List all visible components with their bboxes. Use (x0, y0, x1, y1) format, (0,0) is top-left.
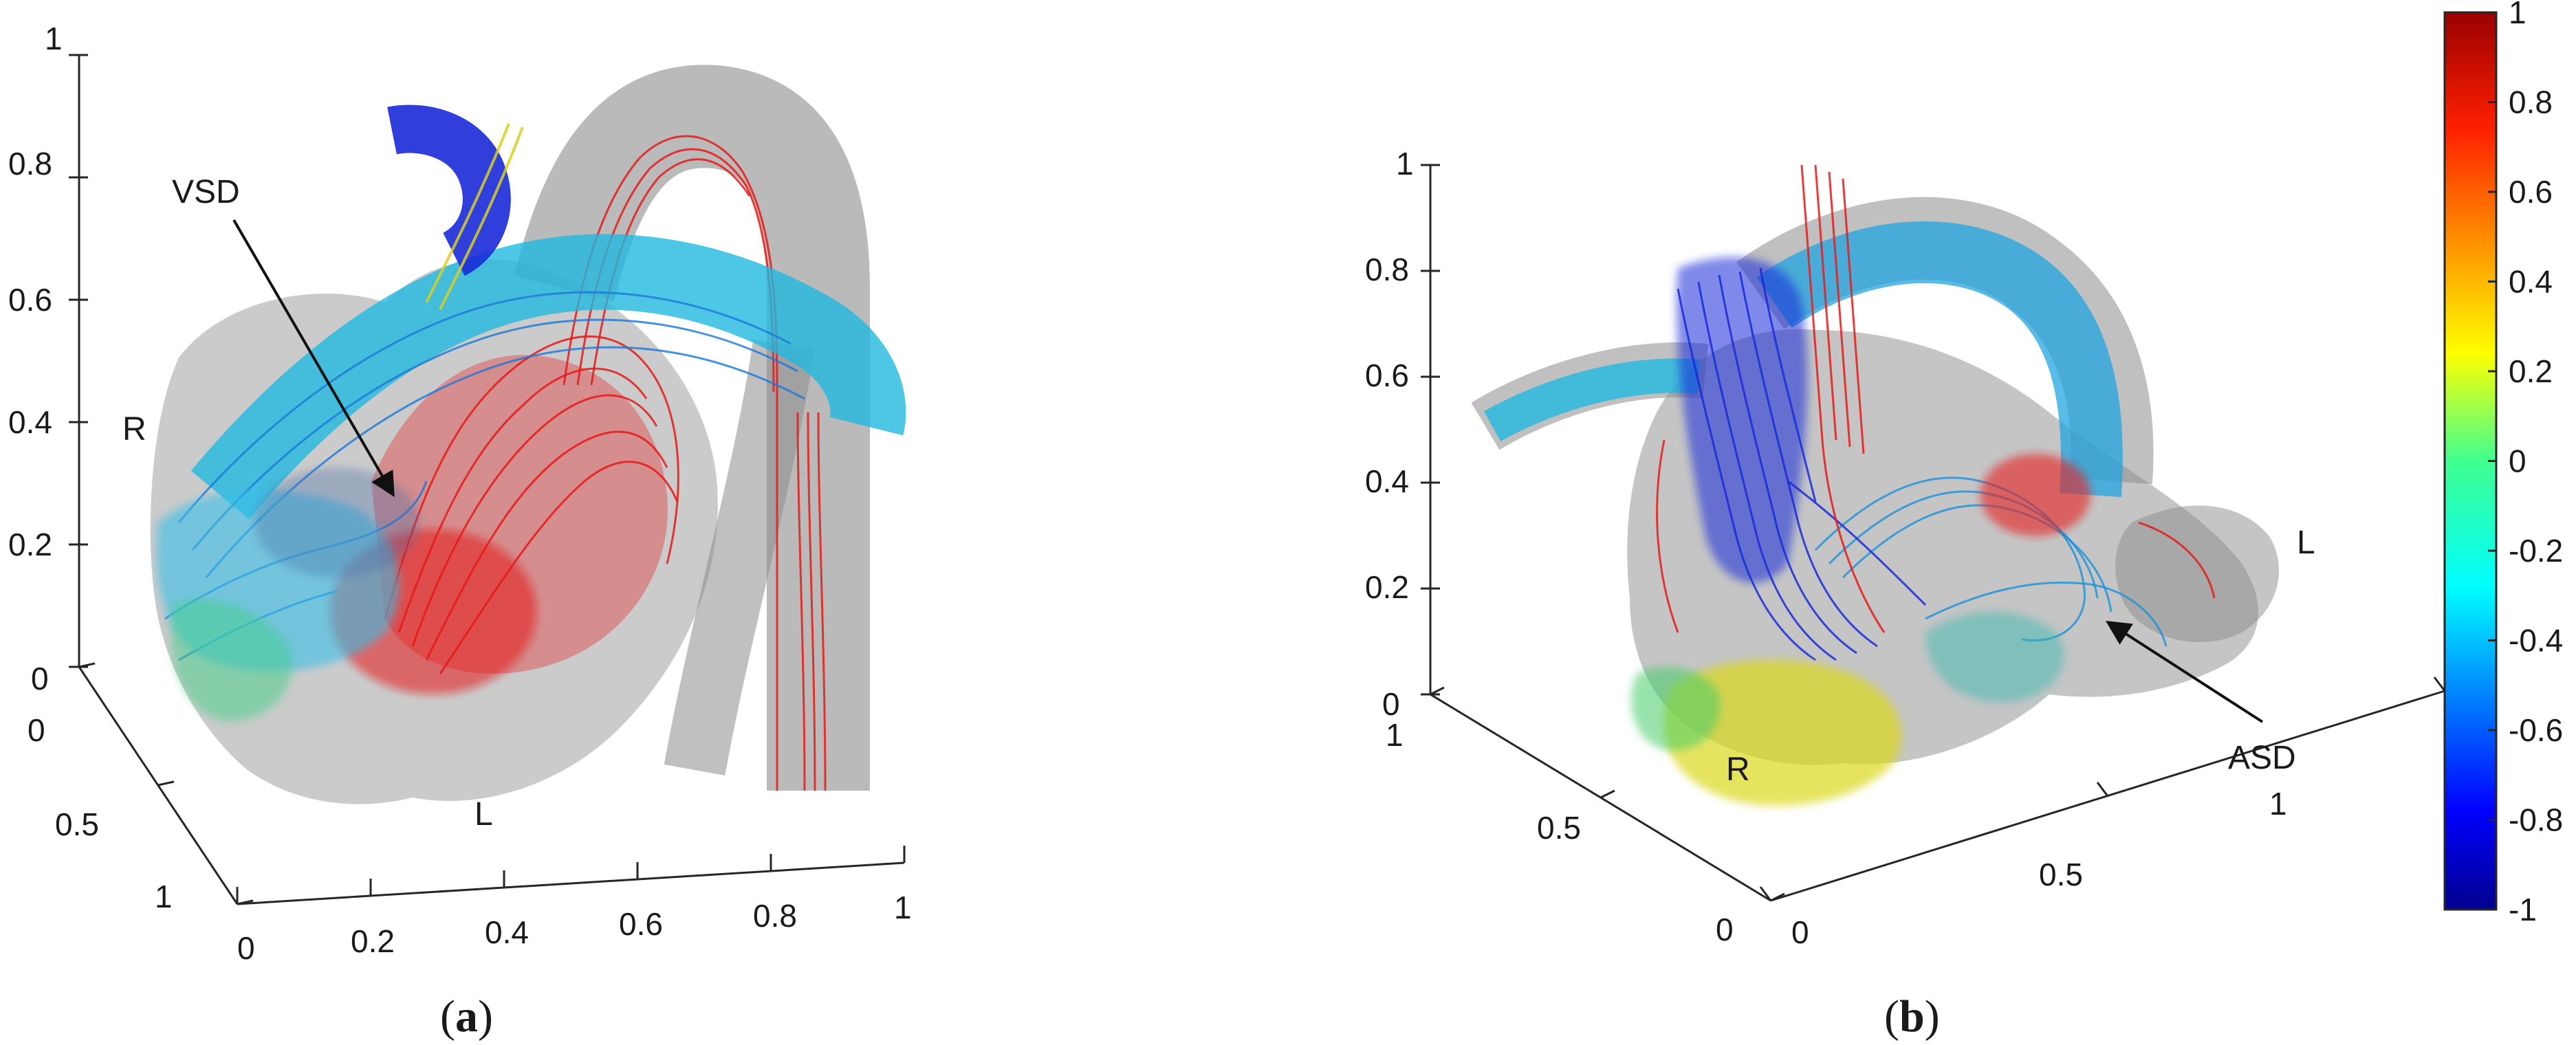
panel-b-z-tickmarks (1421, 164, 1440, 696)
panel-b-blue-svc (1677, 257, 1808, 583)
panel-a-heart-render (150, 65, 906, 804)
colorbar-tick-label: 0.2 (2509, 353, 2553, 389)
panel-a-x-tick: 0 (237, 930, 255, 966)
panel-a-label: (a) (440, 991, 493, 1042)
panel-b-x-tick: 0.5 (2039, 857, 2083, 892)
panel-a-z-tick: 0.8 (8, 146, 52, 182)
panel-b-left-lobe (2115, 505, 2280, 643)
panel-a-right-label: R (122, 411, 146, 448)
colorbar-tick-label: -0.6 (2509, 712, 2563, 748)
colorbar-ticks: 1 0.8 0.6 0.4 0.2 0 -0.2 -0.4 -0.6 -0.8 -1 (2488, 0, 2563, 927)
panel-a-z-tick: 1 (45, 21, 63, 56)
panel-a-z-tickmarks (69, 54, 88, 668)
panel-a-vsd-arrow (232, 219, 395, 498)
panel-a-y-tick: 1 (155, 879, 173, 914)
panel-b-yellow-ivc (1663, 660, 1902, 806)
colorbar-tick-label: 1 (2509, 0, 2526, 30)
panel-b-y-tick: 1 (1386, 717, 1404, 753)
panel-b-left-label: L (2297, 525, 2315, 561)
panel-b-cyan-arch-band (1756, 221, 2123, 497)
colorbar-tick-label: 0.6 (2509, 174, 2553, 210)
panel-a-aortic-arch (514, 65, 870, 791)
panel-b-label: (b) (1884, 991, 1940, 1042)
panel-a-vsd-label: VSD (172, 174, 240, 210)
panel-b-z-tick: 1 (1396, 146, 1414, 182)
panel-a-x-tick: 0.4 (485, 914, 529, 950)
panel-a-blue-vessel (387, 104, 511, 276)
colorbar-tick-label: 0 (2509, 443, 2526, 479)
panel-a-x-tick: 1 (894, 890, 912, 925)
colorbar-tick-label: -0.4 (2509, 623, 2563, 659)
colorbar-tick-label: -0.2 (2509, 533, 2563, 569)
panel-b-z-tick: 0.6 (1365, 358, 1409, 393)
panel-a-z-tick: 0.6 (8, 282, 52, 318)
panel-b: 0 0.2 0.4 0.6 0.8 1 1 0.5 0 0 0.5 1 (1365, 146, 2446, 1042)
panel-a-z-tick: 0 (31, 661, 49, 696)
panel-b-y-axis (1430, 693, 1771, 902)
panel-b-z-tick: 0.2 (1365, 569, 1409, 605)
colorbar-tick-label: -0.8 (2509, 802, 2563, 838)
panel-b-asd-arrow (2105, 621, 2264, 723)
colorbar-tick-label: 0.8 (2509, 85, 2553, 120)
colorbar-gradient (2443, 11, 2498, 911)
panel-b-asd-label: ASD (2228, 740, 2296, 776)
panel-a-x-tick: 0.2 (351, 923, 395, 959)
panel-a-x-axis (237, 861, 905, 905)
panel-a-left-label: L (474, 796, 493, 833)
panel-a-z-tick: 0.2 (8, 527, 52, 562)
panel-b-green-ivc (1631, 667, 1721, 751)
panel-b-axes (1421, 164, 2446, 902)
panel-a: 0 0.2 0.4 0.6 0.8 1 0 0.5 1 0 0.2 0.4 0.… (8, 21, 912, 1042)
panel-b-teal-atrium (1925, 612, 2064, 703)
panel-b-right-label: R (1726, 751, 1750, 788)
panel-b-x-tickmarks (1759, 676, 2446, 901)
panel-a-green-region (171, 600, 293, 722)
panel-a-descending-aorta (664, 339, 815, 776)
panel-b-x-tick: 1 (2269, 786, 2287, 822)
panel-b-z-tick: 0 (1382, 686, 1400, 722)
panel-a-x-tickmarks (236, 846, 906, 904)
panel-b-heart-render (1471, 164, 2280, 806)
colorbar-tick-label: -1 (2509, 892, 2537, 927)
colorbar-tick-label: 0.4 (2509, 264, 2553, 300)
panel-b-y-tick: 0 (1716, 912, 1734, 947)
panel-a-z-tick: 0.4 (8, 404, 52, 440)
panel-a-pulmonary-band (190, 234, 906, 520)
panel-a-yellow-streamlines (425, 123, 524, 310)
panel-b-z-tick: 0.8 (1365, 252, 1409, 287)
panel-b-cyan-left-band (1483, 358, 1701, 441)
panel-a-y-axis (78, 666, 239, 905)
panel-b-red-la-vortex (1980, 454, 2091, 536)
panel-a-y-tickmarks (78, 662, 254, 905)
panel-a-red-sheet (371, 355, 668, 674)
panel-a-mid-shading (254, 468, 419, 578)
panel-b-z-tick: 0.4 (1365, 463, 1409, 499)
panel-a-y-tick: 0 (28, 712, 45, 748)
panel-a-y-tick: 0.5 (55, 806, 99, 842)
panel-b-y-tick: 0.5 (1537, 810, 1581, 846)
panel-b-red-streamlines (1656, 164, 2216, 633)
colorbar: 1 0.8 0.6 0.4 0.2 0 -0.2 -0.4 -0.6 -0.8 -1 (2443, 0, 2563, 927)
panel-b-x-tick: 0 (1791, 914, 1809, 950)
panel-a-x-tick: 0.6 (619, 906, 663, 942)
panel-b-y-tickmarks (1430, 686, 1785, 902)
panel-a-x-tick: 0.8 (753, 898, 797, 934)
panel-a-axes (69, 54, 906, 905)
